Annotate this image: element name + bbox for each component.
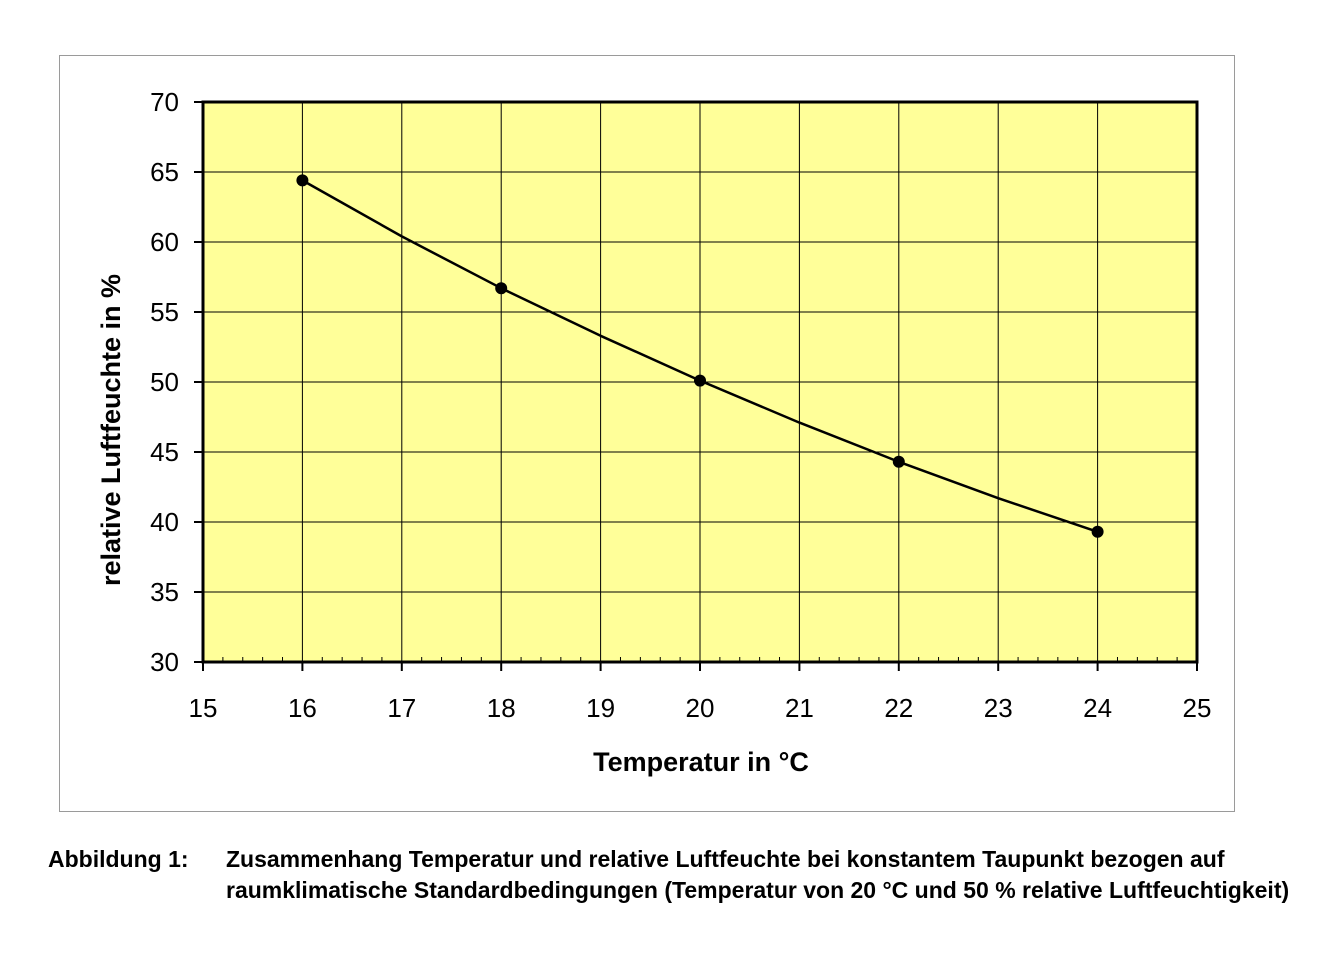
x-tick-label: 22: [884, 693, 913, 723]
x-tick-label: 24: [1083, 693, 1112, 723]
y-tick-label: 50: [150, 367, 179, 397]
y-tick-label: 55: [150, 297, 179, 327]
chart-frame: 15 16 17 18 19 20 21 22 23 24 25 30 35 40 45 50 55 60 65 7…: [59, 55, 1235, 812]
caption-text: Zusammenhang Temperatur und relative Luf…: [226, 846, 1290, 903]
y-tick-label: 35: [150, 577, 179, 607]
y-tick-label: 70: [150, 87, 179, 117]
line-chart: 15 16 17 18 19 20 21 22 23 24 25 30 35 40 45 50 55 60 65 7…: [96, 87, 1212, 777]
x-tick-label: 18: [487, 693, 516, 723]
y-tick-label: 40: [150, 507, 179, 537]
y-tick-label: 60: [150, 227, 179, 257]
x-tick-label: 15: [189, 693, 218, 723]
x-tick-label: 19: [586, 693, 615, 723]
data-point: [495, 282, 508, 295]
y-tick-label: 30: [150, 647, 179, 677]
caption-label: Abbildung 1:: [48, 846, 189, 872]
data-point: [296, 174, 309, 187]
y-axis-title: relative Luftfeuchte in %: [96, 274, 126, 586]
data-point: [1091, 525, 1104, 538]
x-tick-label: 16: [288, 693, 317, 723]
x-tick-label: 20: [686, 693, 715, 723]
y-tick-label: 45: [150, 437, 179, 467]
data-point: [892, 455, 905, 468]
x-tick-label: 23: [984, 693, 1013, 723]
x-tick-label: 25: [1183, 693, 1212, 723]
x-tick-label: 17: [387, 693, 416, 723]
data-point: [694, 374, 706, 387]
x-axis-title: Temperatur in °C: [593, 747, 809, 777]
x-tick-label: 21: [785, 693, 814, 723]
y-tick-label: 65: [150, 157, 179, 187]
